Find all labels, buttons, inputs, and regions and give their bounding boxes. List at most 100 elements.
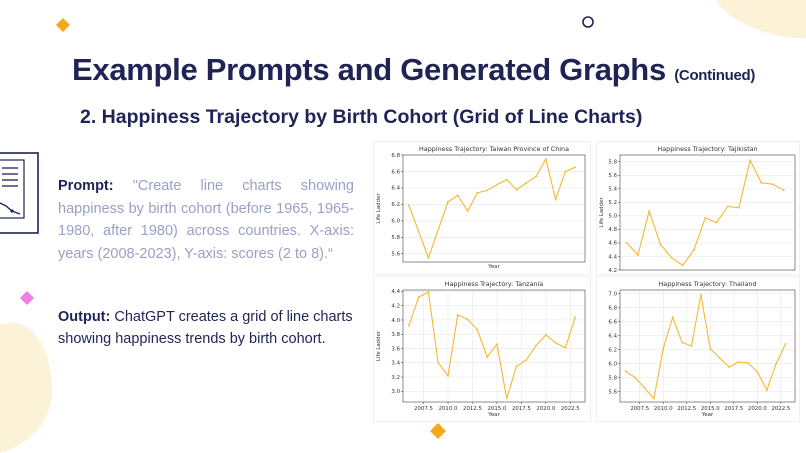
data-point [700,294,702,296]
data-point [427,291,430,294]
pink-diamond [20,291,34,305]
data-point [765,389,768,391]
data-point [544,334,547,336]
plot-area [402,289,586,403]
data-point [671,316,674,319]
slide-title-main: Example Prompts and Generated Graphs [72,52,666,87]
data-point [704,217,707,219]
data-point [456,314,459,316]
y-tick-label: 6.6 [391,169,400,175]
data-point [756,371,759,373]
data-point [749,159,752,162]
data-point [670,256,673,259]
y-tick-label: 7.0 [608,291,617,297]
data-point [648,210,651,213]
y-tick-label: 4.4 [391,289,400,295]
x-tick-label: 2007.5 [630,406,649,412]
y-tick-label: 3.4 [391,361,400,367]
x-tick-label: 2022.5 [561,406,580,412]
data-point [624,370,627,373]
y-tick-label: 6.2 [608,347,617,353]
x-tick-label: 2015.0 [701,406,720,412]
x-tick-label: 2017.5 [512,406,531,412]
y-tick-label: 3.6 [391,346,400,352]
data-point [775,362,778,365]
y-tick-label: 5.8 [608,160,617,166]
data-point [681,264,684,267]
navy-circle-outline [582,16,594,28]
orange-diamond-top [56,18,70,32]
data-point [690,345,693,347]
chart-tajikistan: Happiness Trajectory: Tajikistan 4.2 4.4 4.… [596,141,800,275]
data-point [544,158,547,161]
y-tick-label: 4.4 [608,254,617,260]
data-point [771,183,774,185]
data-point [496,183,498,186]
chart-document-icon [0,152,39,234]
plot-area [402,154,586,263]
chart-thailand: Happiness Trajectory: Thailand 5.6 5.8 6.0 6… [596,276,800,422]
x-tick-label: 2017.5 [724,406,743,412]
chart-panel-tanzania: Happiness Trajectory: Tanzania 3.0 3.2 3.4 3… [373,276,591,427]
y-tick-label: 3.8 [391,332,400,338]
y-tick-label: 5.8 [391,235,400,241]
data-point [784,343,787,345]
slide-title: Example Prompts and Generated Graphs (Co… [72,52,755,88]
data-point [659,243,662,246]
x-tick-label: 2020.0 [748,406,767,412]
y-tick-label: 6.4 [608,333,617,339]
y-tick-label: 3.2 [391,375,400,381]
y-tick-label: 5.2 [608,200,617,206]
chart-frame [596,141,800,275]
data-point [486,356,489,358]
x-tick-label: 2012.5 [677,406,696,412]
output-label: Output: [58,309,111,325]
data-point [737,361,740,363]
output-paragraph: Output: ChatGPT creates a grid of line c… [58,306,358,350]
chart-frame [373,276,591,422]
x-axis-label: Year [701,412,714,418]
top-right-blob [716,0,806,39]
data-point [437,361,440,364]
chart-taiwan: Happiness Trajectory: Taiwan Province of… [373,141,591,275]
prompt-label: Prompt: [58,178,114,194]
plot-area [619,289,796,403]
y-tick-label: 6.0 [608,361,617,367]
data-point [718,357,721,359]
series-line [408,291,576,399]
x-axis-label: Year [487,412,500,418]
data-point [554,341,557,344]
data-point [505,397,508,400]
data-point [574,166,577,169]
y-tick-label: 6.4 [391,186,400,192]
data-point [525,359,528,361]
data-point [476,329,479,331]
data-point [782,189,785,192]
data-point [738,206,740,209]
series-line [408,157,576,260]
prompt-text: "Create line charts showing happiness by… [58,178,354,262]
y-tick-label: 4.6 [608,241,617,247]
y-tick-label: 3.0 [391,389,400,395]
data-point [643,387,646,389]
y-axis-label: Life Ladder [599,197,605,228]
chart-title: Happiness Trajectory: Tanzania [445,280,543,288]
data-point [693,248,695,251]
y-tick-label: 5.0 [608,214,617,220]
y-tick-label: 5.6 [608,173,617,179]
y-tick-label: 6.0 [391,219,400,225]
y-tick-label: 6.6 [608,319,617,325]
data-point [407,204,410,207]
data-point [476,191,479,194]
data-point [747,361,749,364]
bottom-left-blob [0,323,53,453]
x-tick-label: 2022.5 [771,406,790,412]
prompt-paragraph: Prompt: "Create line charts showing happ… [58,175,354,265]
y-axis-label: Life Ladder [376,330,382,361]
y-tick-label: 6.8 [608,305,617,311]
data-point [447,374,449,377]
x-tick-label: 2007.5 [414,406,433,412]
x-tick-label: 2010.0 [439,406,458,412]
data-point [709,347,712,350]
y-tick-label: 4.0 [391,318,400,324]
